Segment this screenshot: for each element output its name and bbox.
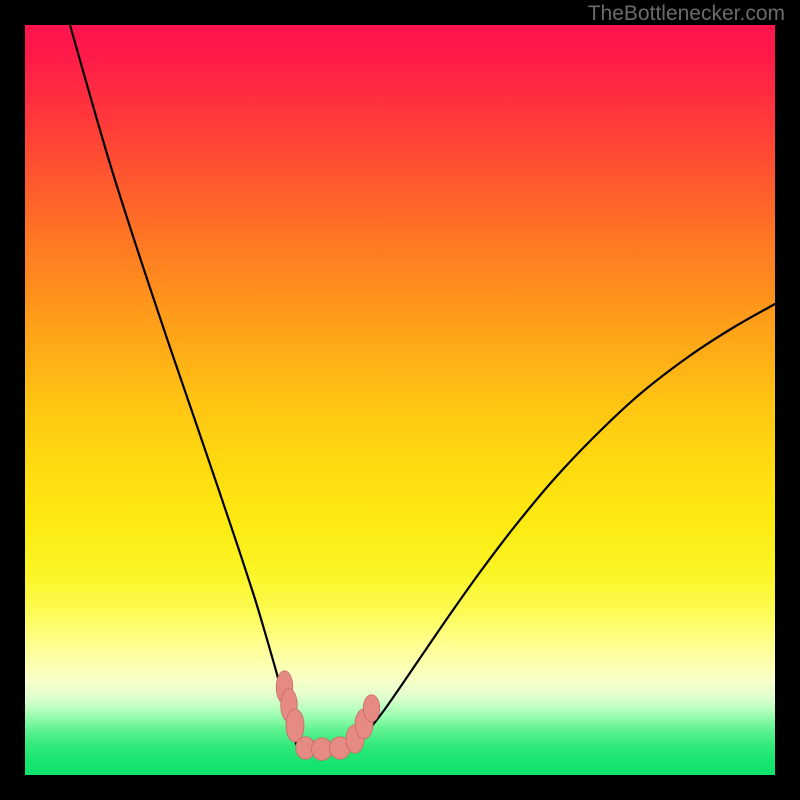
curve-svg	[25, 25, 775, 775]
chart-frame: TheBottlenecker.com	[0, 0, 800, 800]
left-branch	[70, 25, 298, 750]
marker-bead	[363, 695, 380, 722]
marker-bead	[286, 709, 304, 742]
watermark-label: TheBottlenecker.com	[588, 2, 785, 26]
plot-area	[25, 25, 775, 775]
right-branch	[352, 304, 775, 750]
